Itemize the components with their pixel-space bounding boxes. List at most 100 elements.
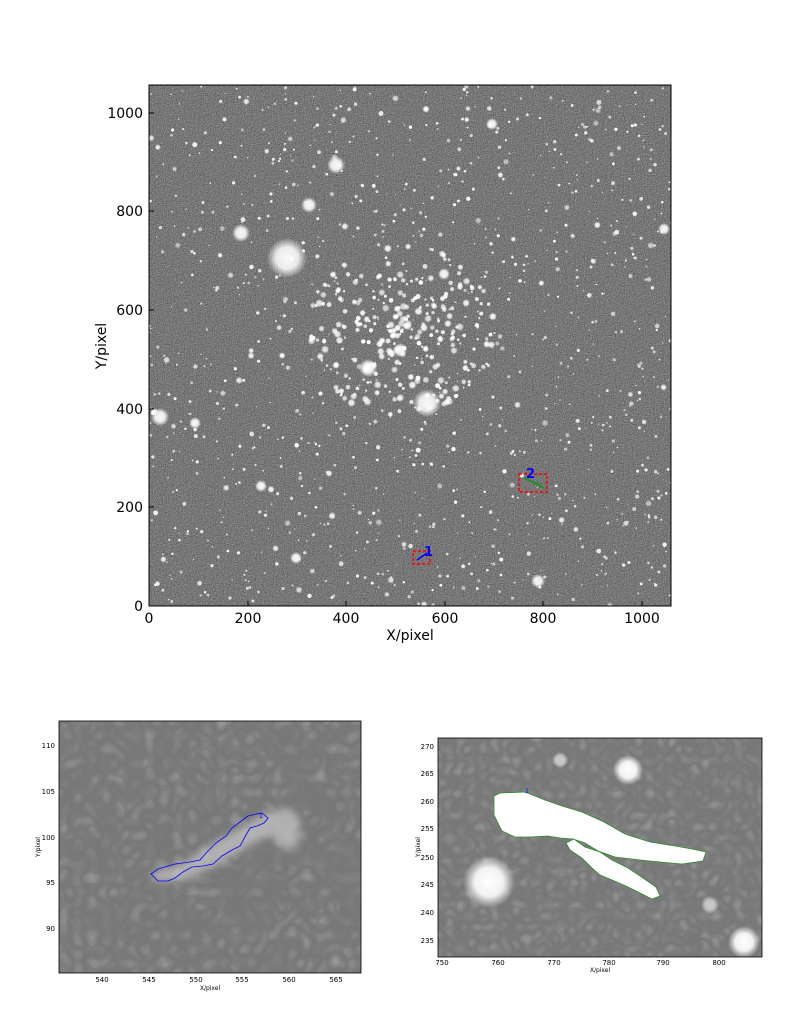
star <box>365 540 369 544</box>
star <box>238 444 242 448</box>
star <box>597 423 600 426</box>
star <box>425 124 428 127</box>
star <box>309 568 316 574</box>
star <box>627 503 629 505</box>
main-xtick-1: 200 <box>235 611 262 627</box>
star <box>425 279 427 282</box>
star <box>295 586 303 594</box>
star <box>656 385 659 388</box>
star <box>341 395 348 402</box>
inset-2-y-ticks: 235 240 245 250 255 260 265 270 <box>421 743 434 945</box>
star <box>223 476 226 479</box>
star <box>203 364 206 368</box>
star <box>387 277 392 282</box>
star <box>483 490 486 494</box>
star <box>429 333 434 338</box>
star <box>478 369 481 372</box>
star <box>414 453 418 457</box>
star <box>426 312 429 316</box>
star <box>314 478 316 480</box>
star <box>430 302 437 308</box>
main-ytick-1: 200 <box>116 500 143 516</box>
marker-1[interactable]: 1 <box>412 545 433 565</box>
star <box>297 475 303 481</box>
star <box>263 513 268 517</box>
star <box>217 457 219 460</box>
star <box>606 521 610 525</box>
star <box>181 90 183 92</box>
star <box>543 336 547 340</box>
star <box>643 115 646 118</box>
star <box>403 124 406 127</box>
star <box>218 141 222 145</box>
star <box>375 379 378 382</box>
star <box>153 510 159 516</box>
star <box>313 441 316 443</box>
star <box>352 235 355 238</box>
star <box>268 142 270 145</box>
star <box>542 537 546 540</box>
star <box>275 562 279 566</box>
star <box>460 585 467 591</box>
star <box>659 415 663 418</box>
star <box>436 317 440 321</box>
star <box>205 357 208 360</box>
star <box>558 516 565 524</box>
in2-ytick-4: 255 <box>421 825 434 833</box>
star <box>456 338 460 341</box>
star <box>652 244 656 247</box>
star <box>405 269 408 273</box>
star <box>218 417 221 420</box>
star <box>497 551 501 555</box>
inset-2-frame <box>437 737 763 958</box>
star <box>284 519 291 527</box>
star <box>477 86 480 88</box>
star <box>590 258 597 265</box>
star <box>654 434 658 438</box>
star <box>474 556 476 558</box>
marker-2[interactable]: 2 <box>518 467 548 493</box>
star <box>297 511 302 516</box>
star <box>499 406 503 410</box>
star <box>571 191 574 194</box>
star <box>453 173 456 176</box>
star <box>552 239 556 243</box>
star <box>365 389 368 392</box>
star <box>531 574 545 588</box>
star <box>387 357 390 360</box>
star <box>374 486 378 490</box>
star <box>232 224 250 242</box>
star <box>316 583 319 586</box>
star <box>359 199 363 203</box>
star <box>396 469 399 473</box>
main-xlabel: X/pixel <box>386 628 433 644</box>
star <box>172 490 175 494</box>
star <box>149 200 152 203</box>
star <box>403 436 406 439</box>
star-field <box>149 85 671 606</box>
star <box>220 521 223 524</box>
star <box>455 166 461 172</box>
star <box>594 493 597 495</box>
star <box>468 521 471 524</box>
star <box>573 505 577 508</box>
star <box>603 241 606 244</box>
star <box>446 574 450 578</box>
star <box>489 423 493 426</box>
star <box>245 586 250 590</box>
star <box>540 569 542 572</box>
inset-1-ylabel: Y/pixel <box>35 837 42 858</box>
marker-2-box <box>518 473 548 493</box>
star <box>637 134 641 138</box>
star <box>653 582 656 585</box>
star <box>448 280 453 286</box>
star <box>431 363 439 371</box>
star <box>463 169 467 173</box>
star <box>391 396 398 403</box>
star <box>491 395 495 399</box>
star <box>343 336 347 339</box>
star <box>208 389 212 393</box>
star <box>547 201 550 204</box>
star <box>420 357 423 360</box>
star <box>522 269 526 273</box>
